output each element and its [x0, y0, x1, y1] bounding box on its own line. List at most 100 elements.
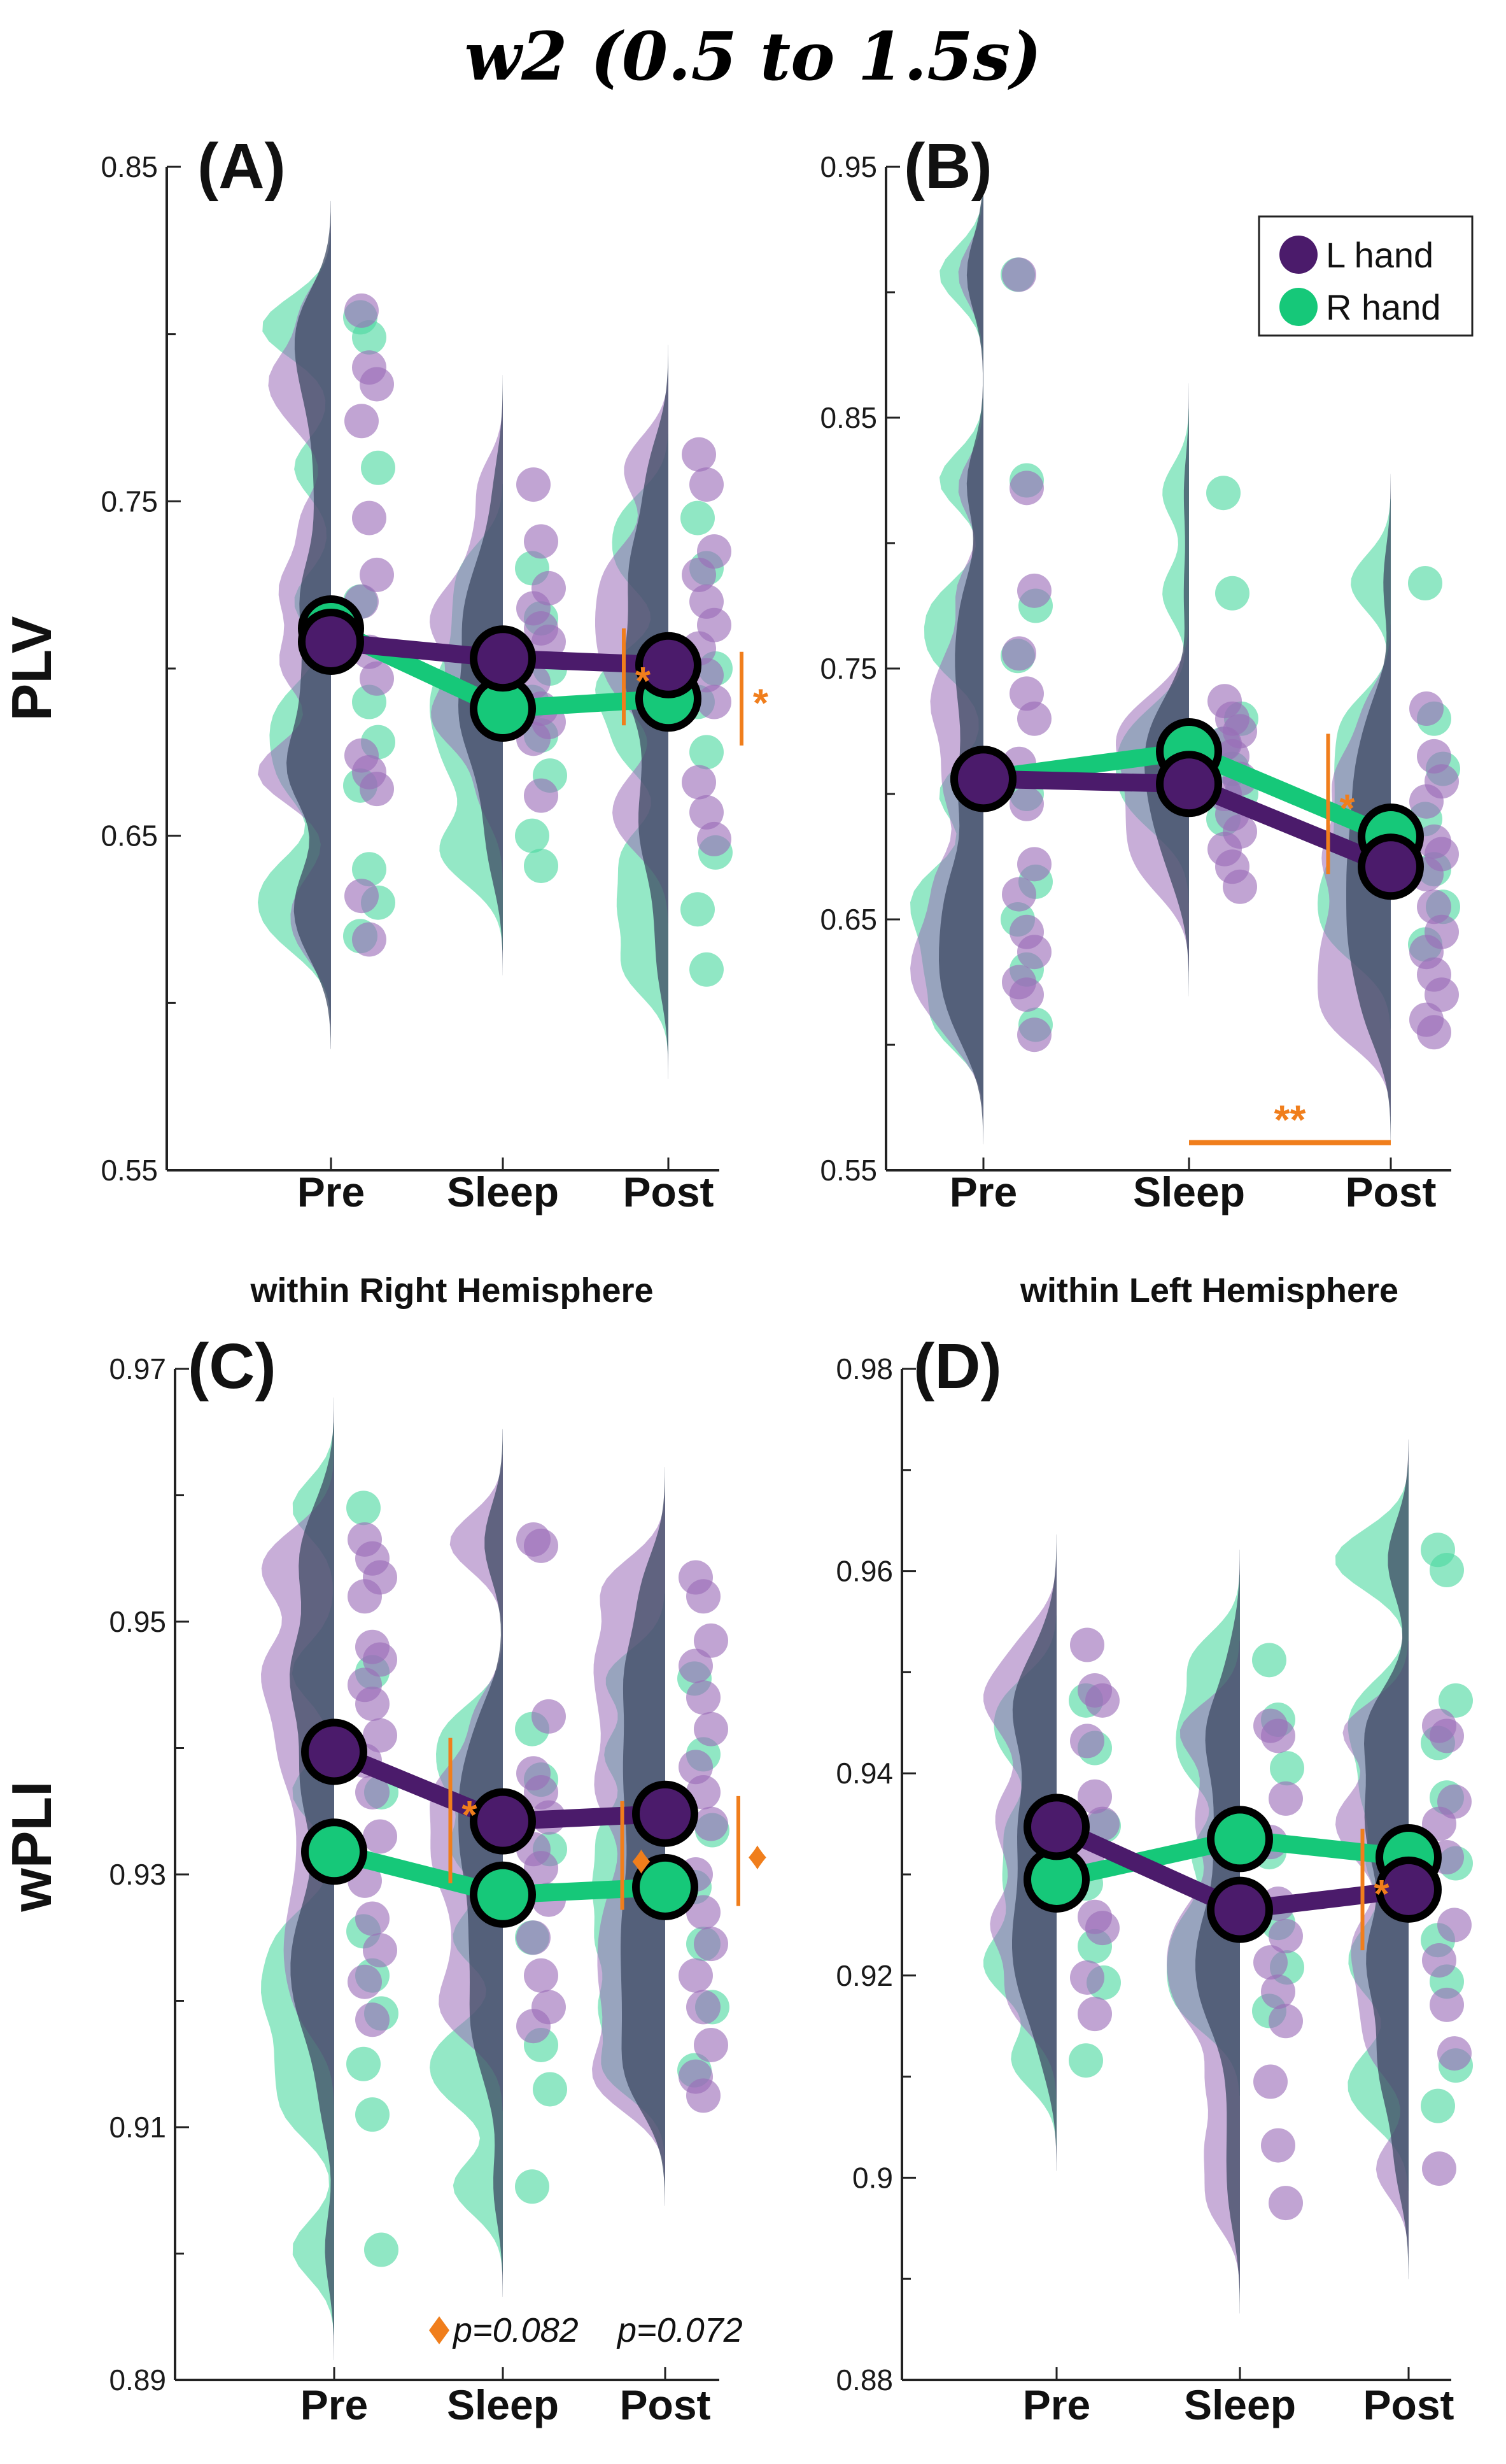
- point-l-hand: [682, 765, 716, 800]
- mean-marker-l-hand: [1156, 751, 1222, 818]
- significance-label: *: [461, 1794, 477, 1837]
- panel-a: 0.55 0.65 0.75 0.85 Pre Sleep Post (A) PLV * *: [0, 131, 769, 1215]
- point-r-hand: [1430, 1553, 1464, 1588]
- point-l-hand: [1078, 1779, 1112, 1814]
- point-l-hand: [516, 2009, 551, 2044]
- point-l-hand: [1002, 257, 1036, 292]
- point-l-hand: [686, 1990, 721, 2025]
- point-l-hand: [1430, 1987, 1464, 2022]
- point-l-hand: [1085, 1683, 1120, 1718]
- panel-letter: (A): [197, 131, 286, 202]
- significance-label: ♦: [747, 1834, 768, 1878]
- mean-marker-l-hand: [1207, 1876, 1273, 1943]
- panel-letter: (C): [188, 1331, 276, 1402]
- point-l-hand: [1010, 977, 1044, 1012]
- point-r-hand: [1215, 576, 1249, 611]
- x-tick-label-post: Post: [623, 1168, 714, 1215]
- point-r-hand: [361, 450, 395, 485]
- y-tick-label: 0.95: [820, 150, 877, 183]
- point-l-hand: [531, 1699, 566, 1734]
- diamond-icon: [429, 2316, 449, 2344]
- mean-marker-l-hand: [470, 1788, 536, 1855]
- point-l-hand: [360, 557, 394, 592]
- point-l-hand: [355, 1901, 390, 1936]
- point-r-hand: [346, 2046, 381, 2081]
- point-r-hand: [689, 952, 724, 987]
- point-r-hand: [352, 852, 386, 887]
- mean-marker-r-hand: [1207, 1806, 1273, 1873]
- point-l-hand: [694, 1623, 728, 1658]
- violin-overlap-pre: [290, 1397, 334, 2360]
- point-l-hand: [531, 624, 566, 659]
- violin-overlap-sleep: [1144, 383, 1189, 996]
- legend-label-r-hand: R hand: [1326, 287, 1441, 327]
- point-r-hand: [355, 2097, 390, 2132]
- point-l-hand: [1017, 1017, 1052, 1052]
- mean-marker-r-hand: [470, 1861, 536, 1928]
- point-r-hand: [1270, 1751, 1304, 1786]
- point-l-hand: [516, 467, 551, 502]
- point-r-hand: [346, 1490, 381, 1526]
- mean-marker-l-hand: [470, 625, 536, 692]
- point-l-hand: [363, 1933, 397, 1968]
- x-tick-label-sleep: Sleep: [447, 1168, 559, 1215]
- y-tick-label: 0.92: [836, 1959, 893, 1992]
- significance-label: *: [635, 660, 651, 704]
- x-tick-label-pre: Pre: [297, 1168, 365, 1215]
- point-l-hand: [1269, 1781, 1303, 1816]
- panel-letter: (D): [913, 1331, 1002, 1402]
- y-tick-label: 0.75: [820, 652, 877, 685]
- point-l-hand: [360, 661, 394, 696]
- mean-marker-l-hand: [635, 632, 701, 698]
- point-l-hand: [686, 1895, 721, 1930]
- violin-overlap-pre: [939, 165, 983, 1145]
- point-l-hand: [355, 1687, 390, 1722]
- point-l-hand: [686, 2078, 721, 2113]
- significance-label: *: [1374, 1873, 1390, 1916]
- point-l-hand: [1425, 977, 1459, 1012]
- point-l-hand: [355, 2002, 390, 2037]
- x-tick-label-sleep: Sleep: [1184, 2381, 1296, 2428]
- y-tick-label: 0.98: [836, 1352, 893, 1385]
- point-l-hand: [1261, 2128, 1295, 2163]
- mean-marker-l-hand: [632, 1780, 698, 1847]
- point-l-hand: [697, 684, 731, 719]
- point-l-hand: [1409, 691, 1444, 726]
- point-l-hand: [344, 879, 379, 914]
- point-l-hand: [352, 922, 386, 957]
- point-l-hand: [1253, 2064, 1288, 2099]
- point-l-hand: [1269, 2186, 1303, 2221]
- mean-marker-l-hand: [1376, 1856, 1442, 1923]
- panel-d: 0.88 0.9 0.92 0.94 0.96 0.98 Pre Sleep Post (D) *: [836, 1331, 1473, 2428]
- point-l-hand: [348, 1579, 382, 1614]
- point-l-hand: [694, 1927, 728, 1962]
- point-l-hand: [1017, 573, 1052, 608]
- point-l-hand: [524, 1528, 558, 1563]
- x-tick-label-pre: Pre: [950, 1168, 1017, 1215]
- point-l-hand: [1437, 2036, 1472, 2071]
- point-l-hand: [1422, 2151, 1456, 2186]
- y-tick-label: 0.75: [101, 485, 158, 518]
- point-l-hand: [1085, 1806, 1120, 1841]
- point-l-hand: [1070, 1627, 1104, 1662]
- y-tick-label: 0.55: [101, 1154, 158, 1187]
- point-l-hand: [1017, 935, 1052, 970]
- point-l-hand: [1253, 1945, 1288, 1980]
- significance-label: **: [1274, 1097, 1306, 1143]
- x-tick-label-post: Post: [1363, 2381, 1454, 2428]
- point-l-hand: [524, 524, 558, 559]
- point-l-hand: [516, 1920, 551, 1955]
- mean-marker-l-hand: [1358, 833, 1424, 900]
- x-tick-label-sleep: Sleep: [447, 2381, 559, 2428]
- x-tick-label-sleep: Sleep: [1133, 1168, 1245, 1215]
- point-l-hand: [1437, 1908, 1472, 1943]
- point-r-hand: [680, 500, 715, 535]
- point-l-hand: [1070, 1724, 1104, 1759]
- significance-label: ♦: [631, 1838, 652, 1882]
- point-r-hand: [515, 818, 549, 853]
- point-l-hand: [344, 404, 379, 439]
- subtitle-left-hemisphere: within Left Hemisphere: [1020, 1271, 1398, 1310]
- footnote: p=0.082 p=0.072: [429, 2311, 743, 2349]
- point-l-hand: [1070, 1960, 1104, 1995]
